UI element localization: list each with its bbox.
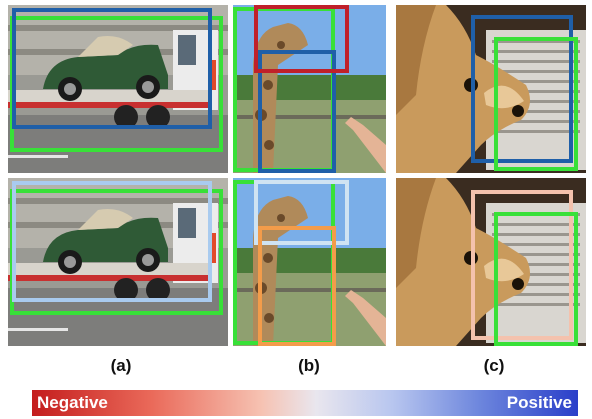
dog-image-bottom — [396, 178, 586, 346]
bbox-green — [494, 212, 578, 346]
positive-label: Positive — [506, 393, 572, 412]
caption-b: (b) — [298, 356, 320, 375]
bbox-dark-blue — [12, 8, 212, 129]
bbox-orange — [258, 226, 336, 346]
bbox-dark-blue — [471, 15, 573, 163]
giraffe-image-top — [233, 5, 386, 173]
bbox-light-blue — [254, 180, 349, 245]
car-scene — [8, 178, 228, 346]
bbox-dark-blue — [258, 50, 336, 173]
giraffe-image-bottom — [233, 178, 386, 346]
dog-image-top — [396, 5, 586, 173]
bbox-light-blue — [12, 181, 212, 302]
car-image-top — [8, 5, 228, 173]
caption-c: (c) — [483, 356, 505, 375]
caption-a: (a) — [110, 356, 132, 375]
negative-label: Negative — [37, 393, 108, 412]
negative-positive-color-scale — [32, 390, 578, 416]
car-image-bottom — [8, 178, 228, 346]
bbox-red — [254, 5, 349, 73]
bbox-peach — [471, 190, 573, 340]
bbox-green — [494, 37, 578, 171]
